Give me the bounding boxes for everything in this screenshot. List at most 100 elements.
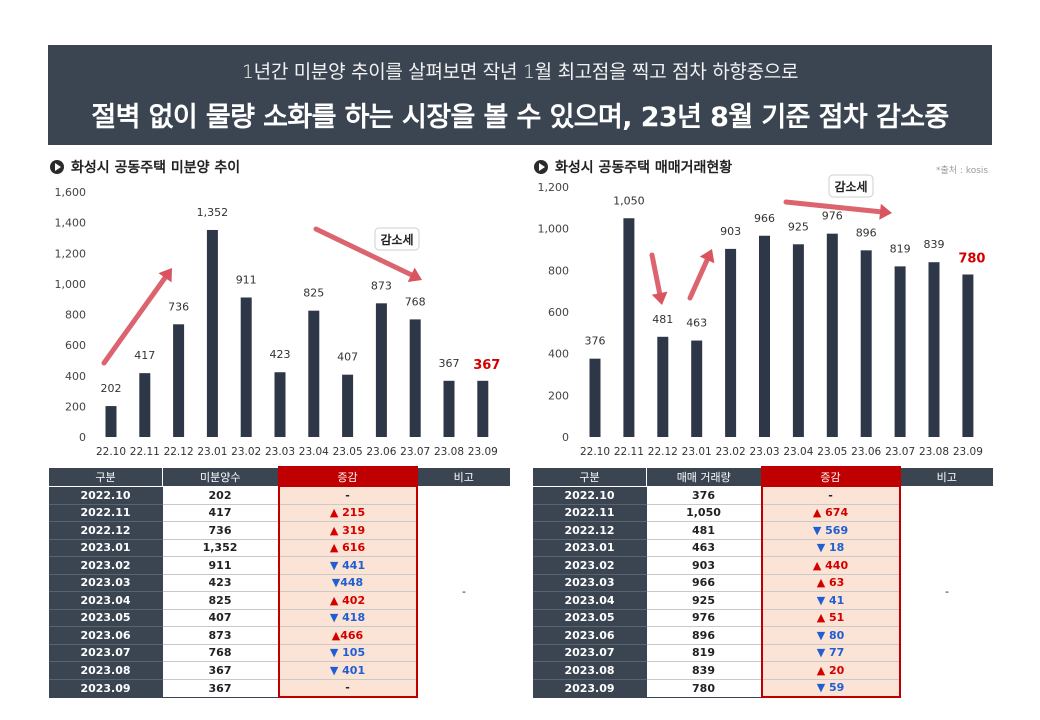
x-tick-label: 22.11 <box>614 446 644 458</box>
period-cell: 2023.01 <box>532 539 647 557</box>
bar-value-label: 463 <box>686 317 707 330</box>
change-cell: ▲ 20 <box>760 661 901 680</box>
table-row: 2022.11 417 ▲ 215 <box>48 504 511 522</box>
period-cell: 2023.06 <box>48 626 163 645</box>
x-tick-label: 23.05 <box>817 446 847 458</box>
table-row: 2023.08 367 ▼ 401 <box>48 661 511 680</box>
change-cell: ▼ 18 <box>760 539 901 557</box>
value-cell: 903 <box>646 556 762 575</box>
table-row: 2023.04 825 ▲ 402 <box>48 591 511 610</box>
x-tick-label: 23.06 <box>851 446 881 458</box>
y-tick-label: 1,000 <box>538 223 570 236</box>
x-tick-label: 23.07 <box>400 446 430 458</box>
x-tick-label: 23.01 <box>197 446 227 458</box>
x-tick-label: 22.12 <box>648 446 678 458</box>
y-tick-label: 800 <box>548 264 569 277</box>
value-cell: 873 <box>162 626 279 645</box>
change-cell: ▼ 41 <box>760 591 901 610</box>
x-tick-label: 22.12 <box>164 446 194 458</box>
note-cell: - <box>899 486 994 697</box>
trend-arrowhead <box>699 249 715 264</box>
bar-value-label: 819 <box>890 242 911 255</box>
y-tick-label: 1,000 <box>55 278 87 291</box>
x-tick-label: 22.10 <box>580 446 610 458</box>
bar <box>894 266 906 437</box>
value-cell: 768 <box>162 644 279 662</box>
trend-arrow <box>783 199 883 215</box>
change-cell: ▲ 319 <box>277 521 418 540</box>
y-tick-label: 1,600 <box>55 186 87 199</box>
x-tick-label: 23.03 <box>265 446 295 458</box>
y-tick-label: 0 <box>562 431 569 444</box>
col-header-value: 매매 거래량 <box>646 466 762 487</box>
x-tick-label: 23.09 <box>468 446 498 458</box>
change-cell: ▲ 215 <box>277 504 418 522</box>
bar <box>725 248 737 437</box>
period-cell: 2022.10 <box>532 486 647 505</box>
value-cell: 367 <box>162 679 279 698</box>
change-cell: ▼ 569 <box>760 521 901 540</box>
table-row: 2023.01 1,352 ▲ 616 <box>48 539 511 557</box>
col-header-period: 구분 <box>532 466 647 487</box>
bar-value-label: 202 <box>101 382 122 395</box>
change-cell: ▼ 401 <box>277 661 418 680</box>
right-chart-title-text: 화성시 공동주택 매매거래현황 <box>555 160 733 176</box>
bar <box>173 324 185 437</box>
period-cell: 2023.06 <box>532 626 647 645</box>
period-cell: 2023.05 <box>532 609 647 627</box>
period-cell: 2022.12 <box>532 521 647 540</box>
left-data-table: 구분 미분양수 증감 비고 2022.10 202- -2022.11 417 ▲ 21… <box>48 466 511 698</box>
table-row: 2022.10 202- - <box>48 486 511 697</box>
y-tick-label: 800 <box>65 309 86 322</box>
value-cell: 376 <box>646 486 762 505</box>
bar <box>206 229 218 437</box>
period-cell: 2022.12 <box>48 521 163 540</box>
x-tick-label: 23.08 <box>919 446 949 458</box>
x-tick-label: 22.10 <box>96 446 126 458</box>
source-note: *출처 : kosis <box>936 166 989 176</box>
period-cell: 2023.07 <box>48 644 163 662</box>
header-banner: 1년간 미분양 추이를 살펴보면 작년 1월 최고점을 찍고 점차 하향중으로 … <box>48 45 992 145</box>
x-tick-label: 23.05 <box>333 446 363 458</box>
table-row: 2023.05 407 ▼ 418 <box>48 609 511 627</box>
table-row: 2022.12 736 ▲ 319 <box>48 521 511 540</box>
table-row: 2022.11 1,050 ▲ 674 <box>532 504 994 522</box>
bar-value-label: 768 <box>405 295 426 308</box>
bar <box>962 274 974 437</box>
bar-value-label: 976 <box>822 210 843 223</box>
play-bullet-icon <box>534 160 548 174</box>
x-tick-label: 23.03 <box>749 446 779 458</box>
value-cell: 780 <box>646 679 762 698</box>
period-cell: 2023.02 <box>48 556 163 575</box>
x-tick-label: 23.04 <box>783 446 813 458</box>
change-cell: ▼ 105 <box>277 644 418 662</box>
bar <box>308 310 320 437</box>
x-tick-label: 23.07 <box>885 446 915 458</box>
y-tick-label: 400 <box>548 348 569 361</box>
bar-value-label: 1,050 <box>613 194 645 207</box>
col-header-note: 비고 <box>416 466 511 487</box>
table-row: 2023.08 839 ▲ 20 <box>532 661 994 680</box>
period-cell: 2023.01 <box>48 539 163 557</box>
x-tick-label: 23.09 <box>953 446 983 458</box>
bar <box>860 250 872 437</box>
col-header-note: 비고 <box>899 466 994 487</box>
period-cell: 2023.03 <box>532 574 647 592</box>
right-chart-title: 화성시 공동주택 매매거래현황 <box>534 157 732 177</box>
bar <box>928 262 940 437</box>
trend-arrow <box>649 252 663 296</box>
bar-value-label: 911 <box>236 274 257 287</box>
bar <box>623 218 635 437</box>
period-cell: 2023.04 <box>48 591 163 610</box>
col-header-change: 증감 <box>760 466 901 487</box>
value-cell: 819 <box>646 644 762 662</box>
trend-arrowhead <box>879 203 892 220</box>
change-cell: ▼ 59 <box>760 679 901 698</box>
bar-value-label: 367 <box>473 358 500 373</box>
trend-arrowhead <box>407 267 422 283</box>
note-cell: - <box>416 486 511 697</box>
bar <box>240 297 252 437</box>
bar-value-label: 367 <box>439 357 460 370</box>
bar <box>826 233 838 437</box>
